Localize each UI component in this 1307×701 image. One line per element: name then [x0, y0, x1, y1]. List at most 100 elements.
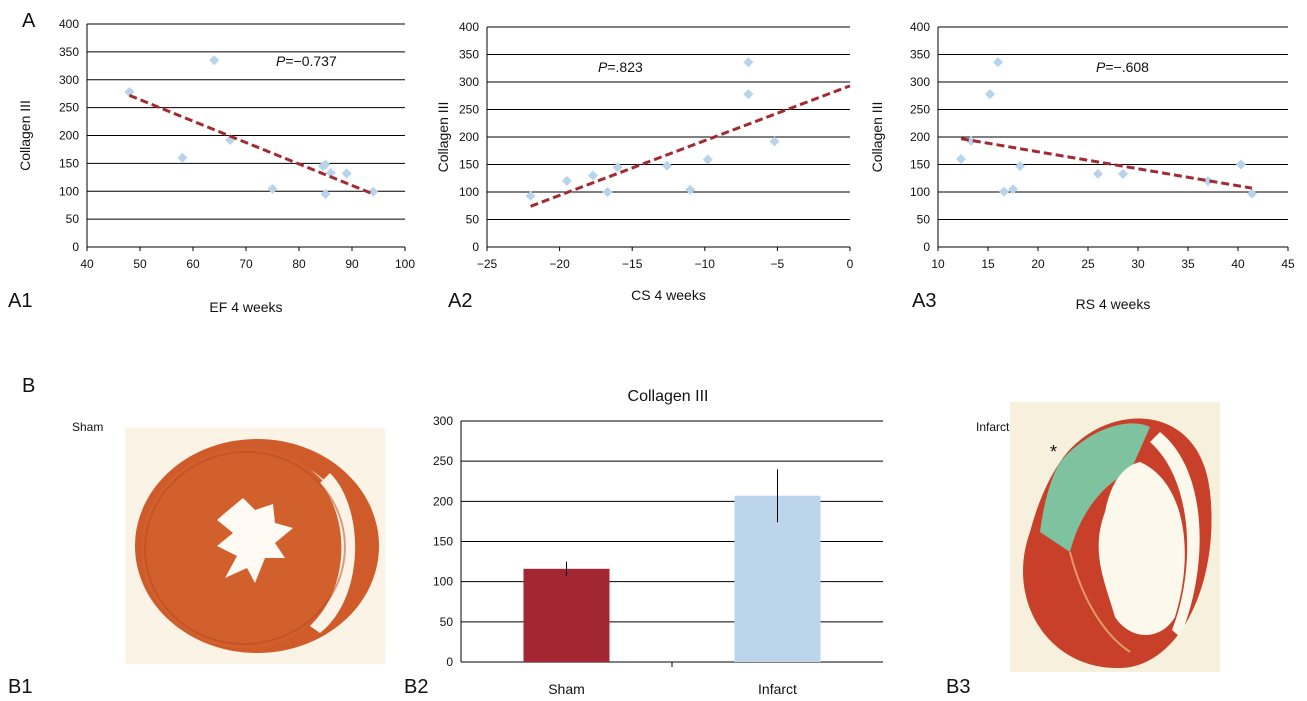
data-point	[985, 89, 995, 100]
y-tick-label: 100	[433, 575, 453, 589]
y-tick-label: 200	[910, 130, 930, 144]
y-tick-label: 250	[59, 101, 79, 115]
data-point	[317, 161, 328, 172]
x-tick-label: 20	[1031, 257, 1045, 271]
data-point	[769, 136, 780, 147]
y-tick-label: 400	[910, 20, 930, 34]
data-point	[1247, 188, 1257, 199]
y-tick-label: 300	[433, 414, 453, 428]
y-tick-label: 0	[472, 240, 479, 254]
y-axis-label: Collagen III	[869, 102, 885, 173]
panel-letter-a: A	[22, 10, 36, 32]
y-tick-label: 150	[459, 158, 479, 172]
data-point	[602, 187, 613, 197]
x-axis-label: EF 4 weeks	[209, 299, 282, 315]
data-point	[685, 184, 696, 195]
bar	[734, 495, 821, 662]
y-axis-label: Collagen III	[435, 102, 451, 173]
y-tick-label: 100	[59, 184, 79, 198]
y-tick-label: 250	[459, 103, 479, 117]
x-tick-label: 15	[981, 257, 995, 271]
x-axis-label: RS 4 weeks	[1076, 296, 1151, 312]
bar	[523, 568, 610, 662]
panel-letter-a3: A3	[912, 290, 937, 312]
panel-letter-a2: A2	[448, 290, 473, 312]
x-tick-label: −15	[622, 257, 643, 271]
data-point	[999, 186, 1009, 197]
data-point	[325, 167, 336, 178]
data-point	[1093, 168, 1103, 179]
x-tick-label: −25	[477, 257, 498, 271]
y-tick-label: 0	[446, 655, 453, 669]
data-point	[177, 152, 188, 163]
x-tick-label: 10	[931, 257, 945, 271]
x-tick-label: 25	[1081, 257, 1095, 271]
x-tick-label: −5	[771, 257, 785, 271]
data-point	[1236, 159, 1246, 170]
panel-letter-b: B	[22, 375, 36, 397]
data-point	[743, 57, 754, 68]
data-point	[341, 168, 352, 179]
y-tick-label: 200	[459, 130, 479, 144]
x-tick-label: 90	[345, 257, 359, 271]
data-point	[209, 55, 220, 66]
scatter-chart-rs: 0 50 100 150 200 250 300 350 400 10 15 20 25 30 35 40 45…	[869, 20, 1295, 312]
x-tick-label: 100	[395, 257, 415, 271]
y-tick-label: 350	[910, 48, 930, 62]
y-axis-label: Collagen III	[17, 100, 33, 171]
y-tick-label: 50	[440, 615, 454, 629]
y-tick-label: 0	[923, 240, 930, 254]
y-tick-label: 150	[59, 156, 79, 170]
y-tick-label: 400	[59, 17, 79, 31]
x-tick-label: 60	[186, 257, 200, 271]
p-value-annotation: P=−0.737	[276, 53, 337, 69]
y-tick-label: 0	[72, 240, 79, 254]
y-tick-label: 300	[459, 75, 479, 89]
panel-letter-b3: B3	[946, 676, 971, 698]
x-tick-label: 40	[80, 257, 94, 271]
infarct-heart-image	[1010, 402, 1220, 672]
category-label: Sham	[548, 681, 585, 697]
x-axis-label: CS 4 weeks	[631, 287, 706, 303]
y-tick-label: 350	[459, 48, 479, 62]
data-point	[966, 135, 976, 146]
y-tick-label: 300	[59, 73, 79, 87]
data-point	[612, 162, 623, 173]
y-tick-label: 200	[433, 494, 453, 508]
y-tick-label: 150	[910, 158, 930, 172]
data-point	[662, 160, 673, 171]
x-tick-label: 50	[133, 257, 147, 271]
trend-line	[128, 93, 374, 196]
data-point	[525, 190, 536, 201]
data-point	[1008, 184, 1018, 195]
p-value-annotation: P=.823	[598, 59, 643, 75]
x-tick-label: 45	[1281, 257, 1295, 271]
data-point	[561, 176, 572, 186]
infarct-photo-label: Infarct	[976, 420, 1010, 434]
data-point	[587, 170, 598, 181]
data-point	[993, 57, 1003, 68]
y-tick-label: 50	[466, 213, 480, 227]
data-point	[1203, 176, 1213, 186]
panel-letter-a1: A1	[8, 290, 33, 312]
data-point	[1015, 161, 1025, 172]
p-value-annotation: P=−.608	[1096, 59, 1149, 75]
asterisk-marker: *	[1050, 442, 1058, 462]
x-tick-label: 40	[1231, 257, 1245, 271]
panel-letter-b1: B1	[8, 676, 33, 698]
scatter-chart-cs: 0 50 100 150 200 250 300 350 400 −25 −20 −15 −10 −5 0 C…	[435, 20, 854, 303]
y-tick-label: 50	[917, 213, 931, 227]
bar-chart-collagen: Collagen III 0 50 100 150 200 250 300 Sham Infarc…	[433, 388, 883, 697]
category-label: Infarct	[758, 681, 797, 697]
sham-heart-image	[125, 428, 385, 664]
y-tick-label: 300	[910, 75, 930, 89]
y-tick-label: 250	[433, 454, 453, 468]
x-tick-label: 30	[1131, 257, 1145, 271]
y-tick-label: 200	[59, 129, 79, 143]
data-point	[956, 154, 966, 164]
y-tick-label: 50	[66, 212, 80, 226]
panel-letter-b2: B2	[404, 676, 429, 698]
data-point	[368, 186, 379, 197]
data-point	[267, 184, 278, 195]
data-point	[320, 189, 331, 200]
